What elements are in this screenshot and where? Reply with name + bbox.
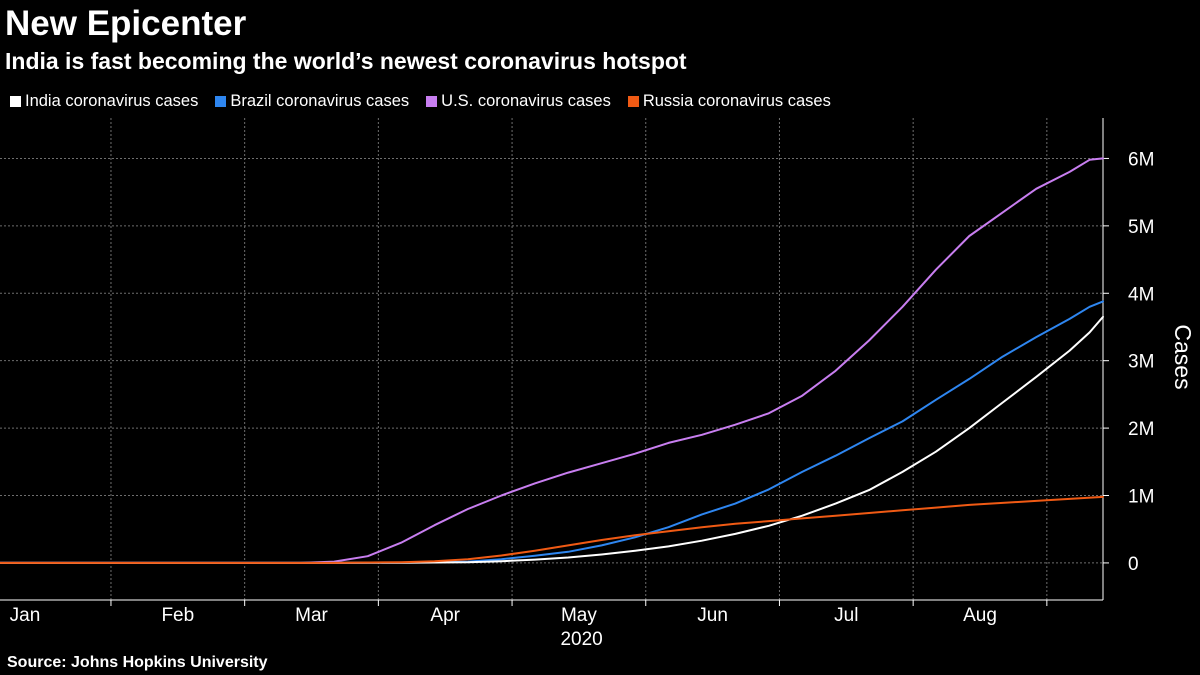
x-tick-label: Jan xyxy=(10,605,41,626)
legend-label-us: U.S. coronavirus cases xyxy=(441,91,611,110)
x-year-label: 2020 xyxy=(560,629,602,650)
legend-label-india: India coronavirus cases xyxy=(25,91,199,110)
legend-swatch-us xyxy=(426,95,438,107)
y-tick-label: 2M xyxy=(1128,419,1154,440)
legend-item-brazil[interactable]: Brazil coronavirus cases xyxy=(215,92,409,111)
x-tick-label: Aug xyxy=(963,605,997,626)
y-tick-label: 3M xyxy=(1128,352,1154,373)
legend-swatch-russia xyxy=(627,95,639,107)
y-tick-label: 6M xyxy=(1128,149,1154,170)
legend-label-russia: Russia coronavirus cases xyxy=(642,91,831,110)
legend: India coronavirus cases Brazil coronavir… xyxy=(10,89,848,113)
y-tick-label: 0 xyxy=(1128,554,1139,575)
legend-item-us[interactable]: U.S. coronavirus cases xyxy=(426,92,611,111)
y-tick-label: 4M xyxy=(1128,284,1154,305)
legend-item-india[interactable]: India coronavirus cases xyxy=(10,92,198,111)
series-line-russia xyxy=(0,495,1104,564)
legend-swatch-brazil xyxy=(215,95,227,107)
series-line-brazil xyxy=(0,300,1104,564)
legend-swatch-india xyxy=(10,95,21,107)
x-tick-label: Feb xyxy=(161,605,194,626)
chart-title: New Epicenter xyxy=(5,4,247,43)
legend-label-brazil: Brazil coronavirus cases xyxy=(230,91,410,110)
y-tick-label: 1M xyxy=(1128,487,1154,508)
legend-item-russia[interactable]: Russia coronavirus cases xyxy=(627,91,831,111)
x-tick-label: Jul xyxy=(834,605,858,626)
x-tick-label: Apr xyxy=(430,605,460,626)
x-tick-label: Jun xyxy=(697,605,728,626)
series-line-us xyxy=(0,157,1104,564)
series-line-india xyxy=(0,315,1104,564)
x-tick-label: May xyxy=(561,605,597,626)
y-tick-label: 5M xyxy=(1128,217,1154,238)
source-note: Source: Johns Hopkins University xyxy=(7,654,268,671)
x-tick-label: Mar xyxy=(295,605,328,626)
chart-subtitle: India is fast becoming the world’s newes… xyxy=(5,48,687,74)
y-axis-title: Cases xyxy=(1170,324,1196,389)
